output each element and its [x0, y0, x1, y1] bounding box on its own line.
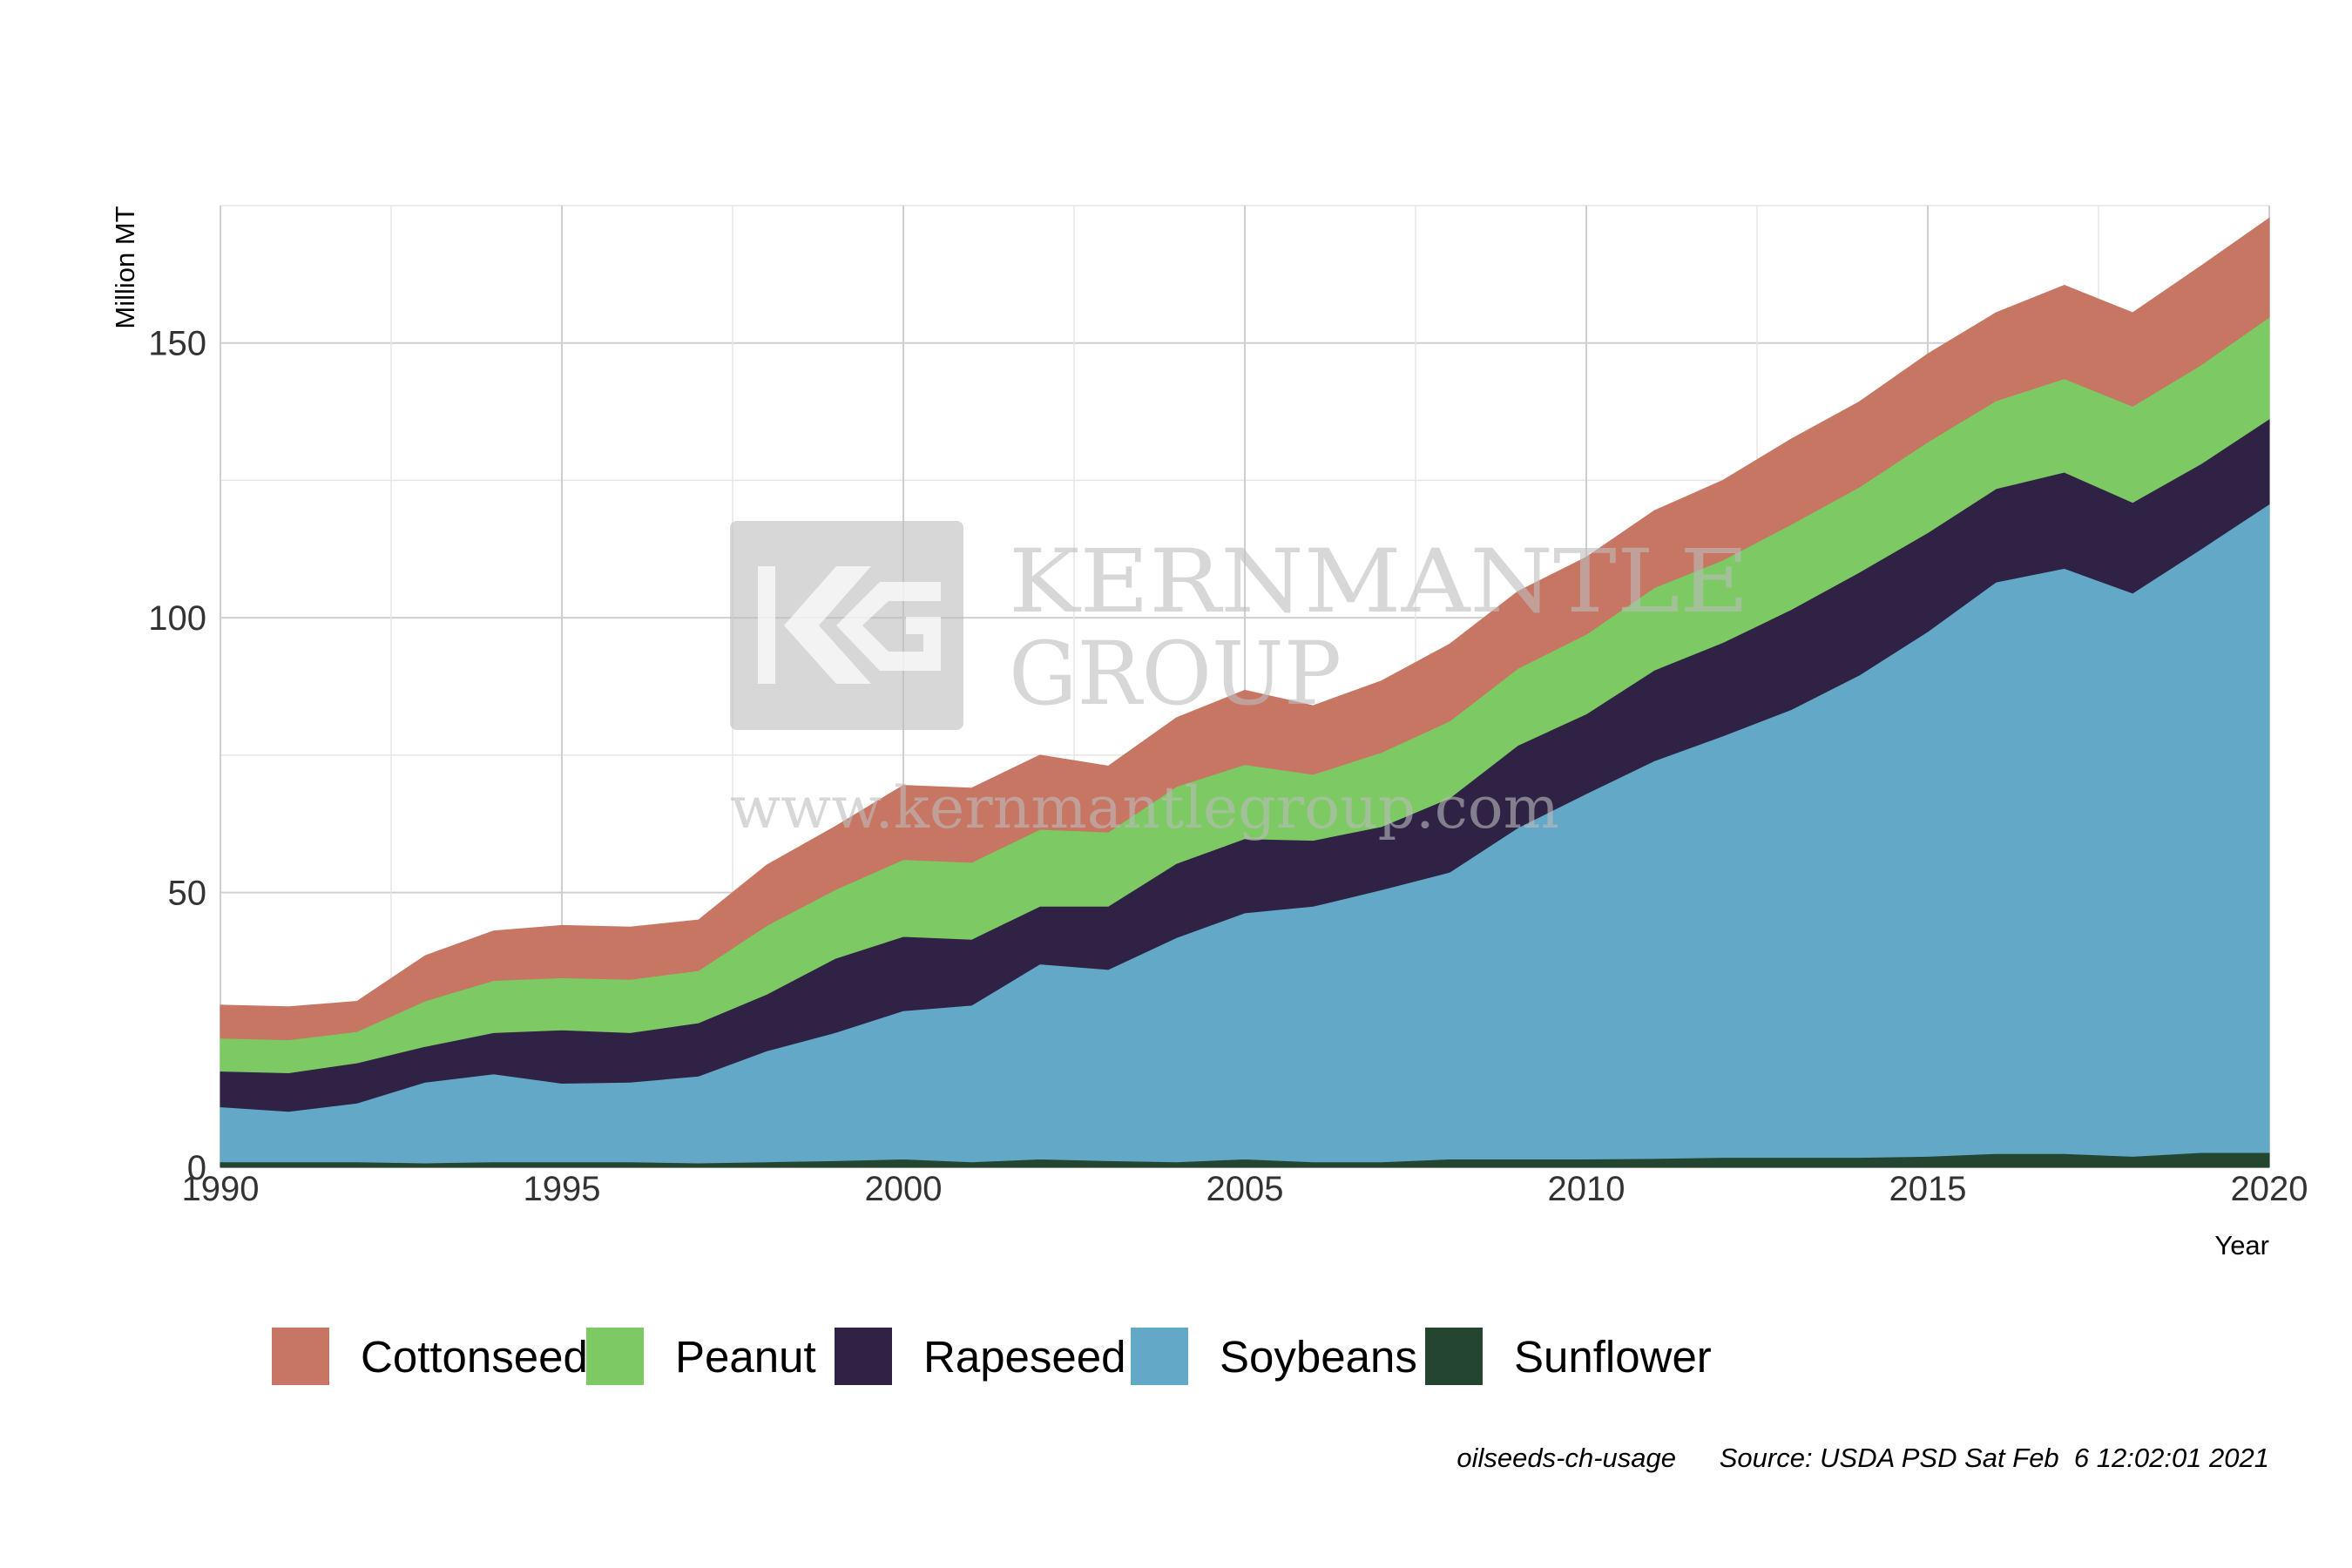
legend-label-sunflower: Sunflower: [1514, 1332, 1712, 1382]
y-tick-label: 0: [187, 1149, 206, 1187]
legend-label-soybeans: Soybeans: [1220, 1332, 1417, 1382]
caption-id: oilseeds-ch-usage: [1456, 1443, 1676, 1473]
x-tick-label: 1995: [524, 1170, 601, 1208]
caption-source: Source: USDA PSD Sat Feb 6 12:02:01 2021: [1720, 1443, 2269, 1473]
y-tick-label: 150: [148, 325, 206, 363]
y-tick-label: 100: [148, 599, 206, 638]
x-tick-label: 2000: [865, 1170, 943, 1208]
watermark-line2: GROUP: [1009, 623, 1342, 725]
x-tick-label: 1990: [182, 1170, 260, 1208]
legend-swatch-peanut: [586, 1328, 644, 1385]
legend-label-peanut: Peanut: [675, 1332, 816, 1382]
x-axis-title: Year: [2214, 1230, 2269, 1260]
watermark-url: www.kernmantlegroup.com: [730, 774, 1559, 841]
watermark-logo-icon: [730, 521, 963, 730]
watermark: KERNMANTLE GROUP www.kernmantlegroup.com: [730, 521, 1749, 841]
axis-ticks: 0 50 100 150 1990 1995 2000 2005 2010 2015 2020: [148, 325, 2308, 1208]
watermark-line1: KERNMANTLE: [1009, 531, 1749, 632]
area-series: [220, 217, 2270, 1168]
legend-label-rapeseed: Rapeseed: [923, 1332, 1126, 1382]
legend: Cottonseed Peanut Rapeseed Soybeans Sunflowe…: [272, 1328, 1712, 1385]
legend-swatch-cottonseed: [272, 1328, 329, 1385]
y-tick-label: 50: [168, 875, 207, 913]
area-cottonseed: [220, 217, 2270, 1041]
legend-swatch-soybeans: [1131, 1328, 1188, 1385]
x-tick-label: 2020: [2231, 1170, 2308, 1208]
y-axis-title: Million MT: [110, 206, 140, 328]
x-tick-label: 2010: [1548, 1170, 1625, 1208]
x-tick-label: 2005: [1206, 1170, 1284, 1208]
legend-swatch-sunflower: [1425, 1328, 1483, 1385]
legend-swatch-rapeseed: [835, 1328, 892, 1385]
legend-label-cottonseed: Cottonseed: [361, 1332, 588, 1382]
x-tick-label: 2015: [1889, 1170, 1967, 1208]
